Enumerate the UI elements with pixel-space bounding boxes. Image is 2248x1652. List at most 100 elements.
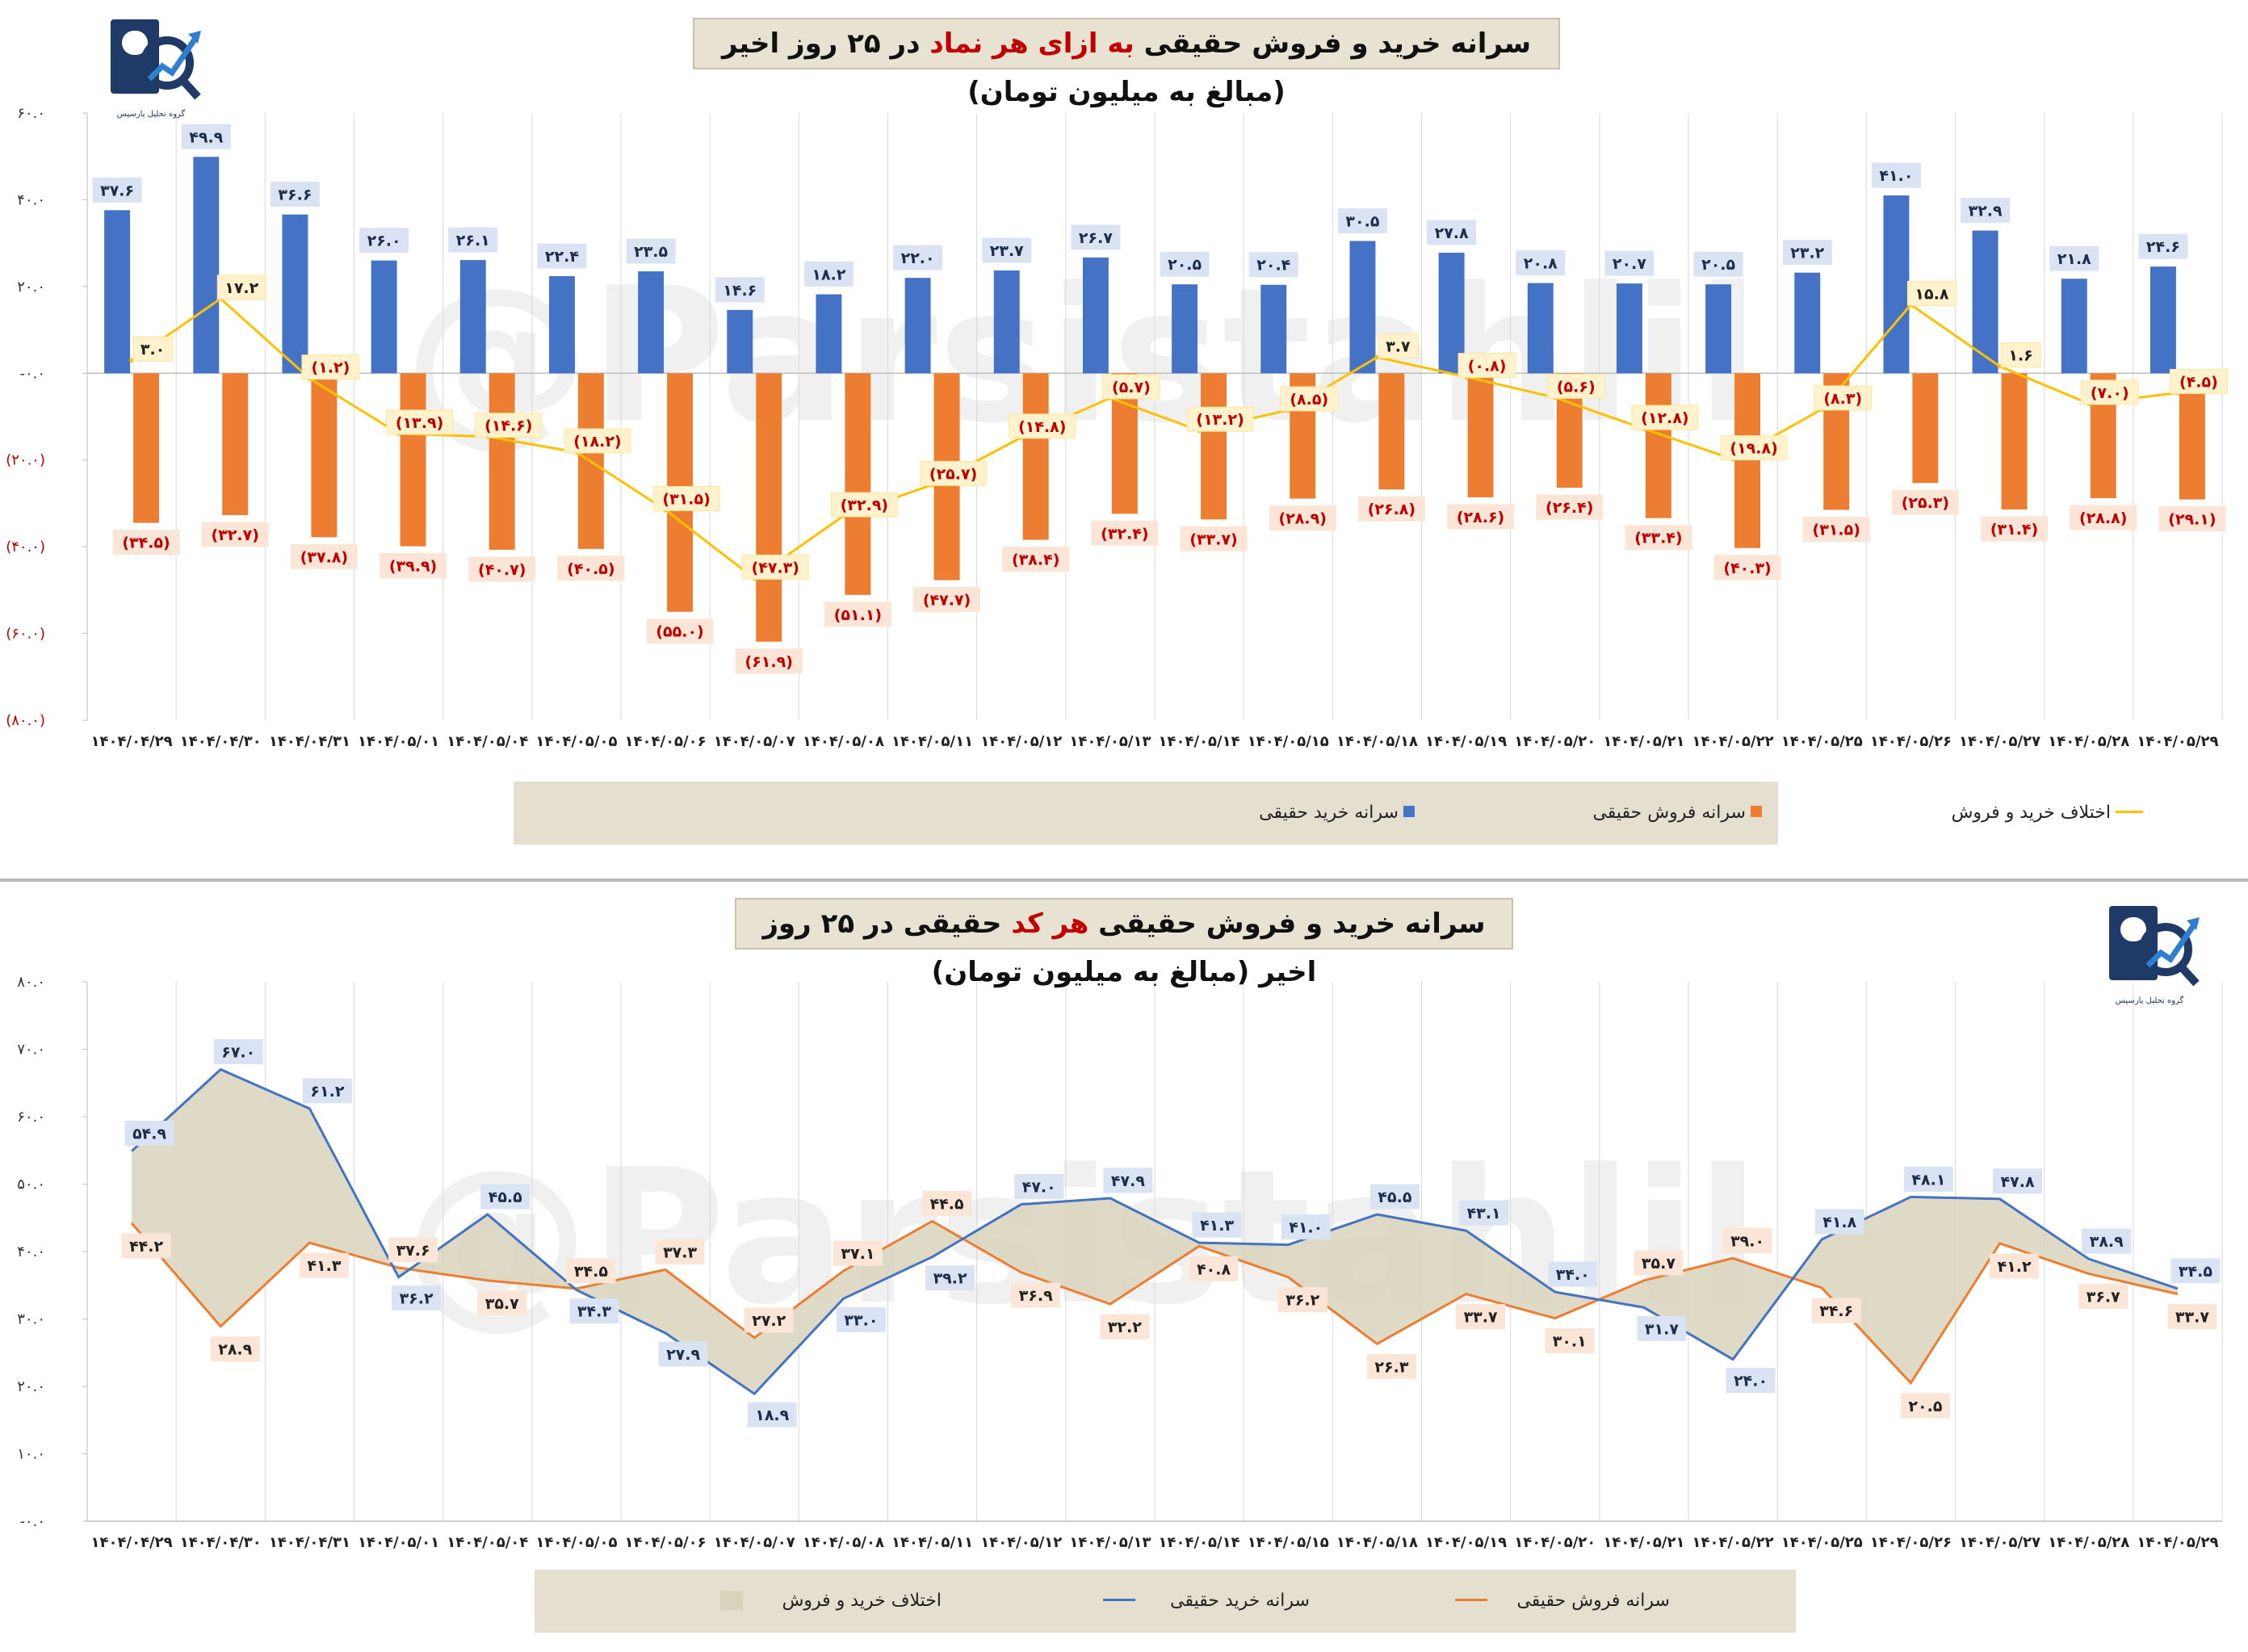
buy-data-label-box (270, 182, 320, 208)
chart-panel-per-code: @Parsistahlil۸۰.۰۷۰.۰۶۰.۰۵۰.۰۴۰.۰۳۰.۰۲۰.… (0, 882, 2248, 1652)
y-tick-label: ۵۰.۰ (17, 1176, 45, 1193)
bar-chart-per-symbol: @Parsistahlil۶۰.۰۴۰.۰۲۰.۰-۰.۰(۲۰.۰)(۴۰.۰… (6, 105, 2228, 750)
buy-data-label-box (658, 1341, 708, 1367)
sell-data-label-group: ۴۴.۲ (121, 1233, 171, 1259)
buy-data-label: ۲۱.۸ (2057, 250, 2091, 268)
diff-data-label-box (2000, 342, 2041, 368)
buy-data-label: ۴۵.۵ (489, 1189, 522, 1206)
diff-data-label-box (2080, 379, 2139, 405)
buy-data-label-box (1160, 251, 1210, 277)
sell-data-label: ۴۴.۲ (129, 1238, 163, 1256)
sell-data-label-group: ۲۶.۳ (1366, 1353, 1416, 1379)
sell-data-label-box (1269, 505, 1336, 531)
legend-item-diff: اختلاف خرید و فروش (1951, 803, 2111, 823)
sell-data-label-group: ۳۹.۰ (1722, 1227, 1772, 1253)
buy-bar (1172, 284, 1198, 374)
diff-data-label-box (1378, 333, 1419, 358)
buy-data-label-box (1427, 220, 1477, 245)
buy-data-label: ۴۱.۰ (1289, 1219, 1323, 1237)
sell-data-label-group: ۲۰.۵ (1900, 1393, 1950, 1419)
buy-data-label-group: ۳۶.۶ (270, 182, 320, 208)
x-tick-label: ۱۴۰۴/۰۴/۳۰ (180, 1534, 262, 1551)
sell-bar (1912, 373, 1939, 484)
sell-data-label-group: ۳۴.۶ (1811, 1298, 1861, 1323)
sell-data-label-box (2167, 1304, 2217, 1330)
buy-bar (1349, 241, 1376, 374)
x-tick-label: ۱۴۰۴/۰۵/۱۲ (980, 733, 1062, 750)
buy-data-label-group: ۳۲.۹ (1961, 198, 2011, 224)
parsis-logo-icon: گروه تحلیل پارسیس (111, 19, 201, 119)
diff-data-label-box (1280, 386, 1339, 412)
diff-data-label-group: (۱۹.۸) (1720, 435, 1788, 461)
buy-data-label-group: ۴۵.۵ (1369, 1184, 1420, 1210)
y-tick-label: ۳۰.۰ (17, 1311, 45, 1328)
sell-data-label-group: ۳۰.۱ (1545, 1328, 1595, 1354)
diff-data-label: (۱۲.۸) (1641, 409, 1688, 427)
y-tick-label: ۸۰.۰ (17, 974, 45, 991)
sell-bar (2001, 373, 2028, 509)
x-tick-label: ۱۴۰۴/۰۴/۳۱ (269, 733, 350, 750)
diff-data-label-group: (۴۷.۳) (741, 554, 809, 580)
diff-data-label-box (920, 460, 988, 486)
sell-data-label-box (922, 1190, 972, 1216)
sell-data-label-group: (۲۵.۳) (1891, 489, 1959, 515)
sell-data-label: (۳۷.۸) (300, 548, 348, 566)
sell-data-label-box (210, 1336, 260, 1362)
sell-data-label: (۳۴.۵) (122, 535, 170, 552)
sell-data-label-group: ۳۶.۹ (1011, 1282, 1061, 1308)
sell-data-label-group: (۳۳.۷) (1180, 526, 1248, 551)
legend-swatch-diff (2116, 811, 2143, 813)
buy-data-label: ۲۷.۹ (666, 1346, 700, 1364)
sell-data-label: (۲۸.۸) (2079, 509, 2127, 527)
sell-data-label-box (388, 1237, 438, 1263)
sell-data-label: ۳۶.۲ (1285, 1292, 1319, 1310)
sell-data-label: ۳۴.۵ (574, 1263, 608, 1281)
buy-data-label-group: ۴۷.۰ (1014, 1174, 1064, 1200)
buy-data-label-box (124, 1121, 174, 1147)
y-tick-label: ۲۰.۰ (17, 279, 45, 296)
buy-bar (371, 260, 397, 374)
buy-data-label-box (1548, 1261, 1598, 1287)
diff-data-label-group: (۱۴.۶) (475, 413, 543, 438)
buy-data-label: ۴۸.۱ (1911, 1171, 1945, 1189)
buy-bar (459, 260, 486, 374)
sell-data-label-box (477, 1290, 527, 1316)
buy-data-label-group: ۴۸.۱ (1903, 1166, 1953, 1192)
sell-data-label-group: (۴۰.۷) (468, 556, 536, 582)
x-tick-label: ۱۴۰۴/۰۵/۱۹ (1425, 733, 1507, 750)
buy-data-label-box (213, 1039, 263, 1065)
buy-data-label-group: ۳۳.۰ (836, 1306, 886, 1332)
x-tick-label: ۱۴۰۴/۰۵/۱۹ (1425, 1534, 1507, 1551)
diff-data-label-group: ۱۷.۲ (216, 275, 266, 300)
buy-data-label-group: ۲۲.۴ (537, 243, 587, 269)
sell-data-label-group: (۳۸.۴) (1002, 547, 1070, 572)
sell-data-label: ۳۵.۷ (1642, 1255, 1676, 1273)
x-tick-label: ۱۴۰۴/۰۴/۳۰ (180, 733, 262, 750)
sell-data-label-group: ۳۶.۷ (2078, 1284, 2128, 1310)
sell-data-label-group: ۳۲.۲ (1100, 1314, 1150, 1340)
y-tick-label: -۰.۰ (19, 1513, 45, 1530)
y-tick-label: ۷۰.۰ (17, 1042, 45, 1059)
buy-data-label: ۴۷.۹ (1111, 1172, 1145, 1190)
diff-data-label: ۱۵.۸ (1915, 285, 1948, 303)
buy-data-label-box (1103, 1168, 1153, 1193)
buy-data-label-group: ۲۱.۸ (2049, 245, 2099, 271)
buy-data-label: ۲۰.۵ (1168, 256, 1202, 274)
buy-data-label-box (1814, 1209, 1864, 1235)
buy-data-label-box (92, 177, 142, 203)
diff-data-label-group: (۴.۵) (2169, 368, 2228, 394)
y-tick-label: (۸۰.۰) (6, 712, 45, 729)
sell-data-label-box (566, 1258, 616, 1284)
diff-data-label-group: (۱۴.۸) (1009, 413, 1076, 439)
buy-data-label: ۴۷.۰ (1022, 1179, 1056, 1197)
x-tick-label: ۱۴۰۴/۰۵/۰۱ (358, 733, 439, 750)
buy-data-label-group: ۲۷.۸ (1427, 220, 1477, 245)
buy-data-label-group: ۲۳.۷ (982, 237, 1032, 263)
legend-item-sell-line: سرانه فروش حقیقی (1516, 1591, 1670, 1611)
buy-data-label-group: ۳۴.۰ (1548, 1261, 1598, 1287)
buy-data-label: ۵۴.۹ (132, 1126, 166, 1143)
buy-bar (727, 309, 753, 374)
sell-bar (1378, 373, 1405, 490)
sell-data-label: ۲۷.۲ (752, 1312, 786, 1330)
buy-data-label-group: ۴۵.۵ (480, 1184, 531, 1210)
